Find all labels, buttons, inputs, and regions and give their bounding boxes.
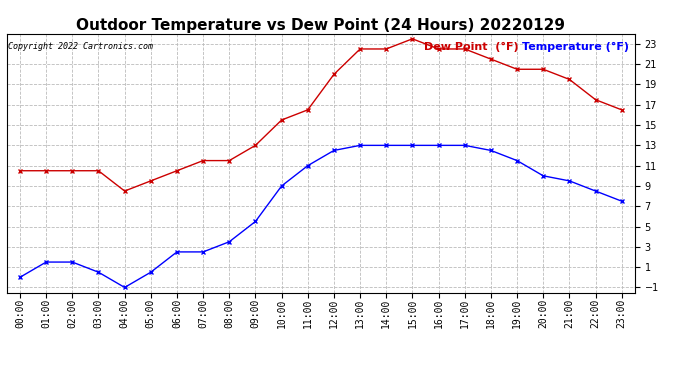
Line: Dew Point  (°F): Dew Point (°F) — [17, 36, 624, 194]
Temperature (°F) — [408, 143, 417, 148]
Temperature (°F) — [539, 174, 547, 178]
Temperature (°F) — [95, 270, 103, 274]
Temperature (°F) — [147, 270, 155, 274]
Dew Point  (°F) — [277, 118, 286, 122]
Temperature (°F) — [121, 285, 129, 290]
Text: Copyright 2022 Cartronics.com: Copyright 2022 Cartronics.com — [8, 42, 153, 51]
Temperature (°F) — [304, 164, 312, 168]
Dew Point  (°F) — [565, 77, 573, 82]
Temperature (°F) — [199, 250, 207, 254]
Dew Point  (°F) — [330, 72, 338, 76]
Dew Point  (°F) — [121, 189, 129, 193]
Temperature (°F) — [172, 250, 181, 254]
Temperature (°F) — [42, 260, 50, 264]
Temperature (°F) — [330, 148, 338, 153]
Dew Point  (°F) — [618, 108, 626, 112]
Temperature (°F) — [251, 219, 259, 224]
Legend: Dew Point  (°F), Temperature (°F): Dew Point (°F), Temperature (°F) — [424, 42, 629, 52]
Temperature (°F) — [225, 240, 233, 244]
Dew Point  (°F) — [513, 67, 521, 72]
Temperature (°F) — [513, 158, 521, 163]
Temperature (°F) — [16, 275, 24, 279]
Dew Point  (°F) — [251, 143, 259, 148]
Temperature (°F) — [277, 184, 286, 188]
Dew Point  (°F) — [486, 57, 495, 62]
Dew Point  (°F) — [408, 37, 417, 41]
Temperature (°F) — [565, 178, 573, 183]
Temperature (°F) — [618, 199, 626, 203]
Dew Point  (°F) — [147, 178, 155, 183]
Title: Outdoor Temperature vs Dew Point (24 Hours) 20220129: Outdoor Temperature vs Dew Point (24 Hou… — [77, 18, 565, 33]
Dew Point  (°F) — [199, 158, 207, 163]
Dew Point  (°F) — [591, 98, 600, 102]
Dew Point  (°F) — [172, 168, 181, 173]
Dew Point  (°F) — [435, 47, 443, 51]
Dew Point  (°F) — [16, 168, 24, 173]
Dew Point  (°F) — [68, 168, 77, 173]
Temperature (°F) — [356, 143, 364, 148]
Dew Point  (°F) — [95, 168, 103, 173]
Temperature (°F) — [486, 148, 495, 153]
Dew Point  (°F) — [225, 158, 233, 163]
Line: Temperature (°F): Temperature (°F) — [17, 143, 624, 290]
Temperature (°F) — [591, 189, 600, 193]
Dew Point  (°F) — [42, 168, 50, 173]
Dew Point  (°F) — [382, 47, 391, 51]
Dew Point  (°F) — [356, 47, 364, 51]
Dew Point  (°F) — [539, 67, 547, 72]
Temperature (°F) — [435, 143, 443, 148]
Dew Point  (°F) — [304, 108, 312, 112]
Temperature (°F) — [461, 143, 469, 148]
Dew Point  (°F) — [461, 47, 469, 51]
Temperature (°F) — [68, 260, 77, 264]
Temperature (°F) — [382, 143, 391, 148]
